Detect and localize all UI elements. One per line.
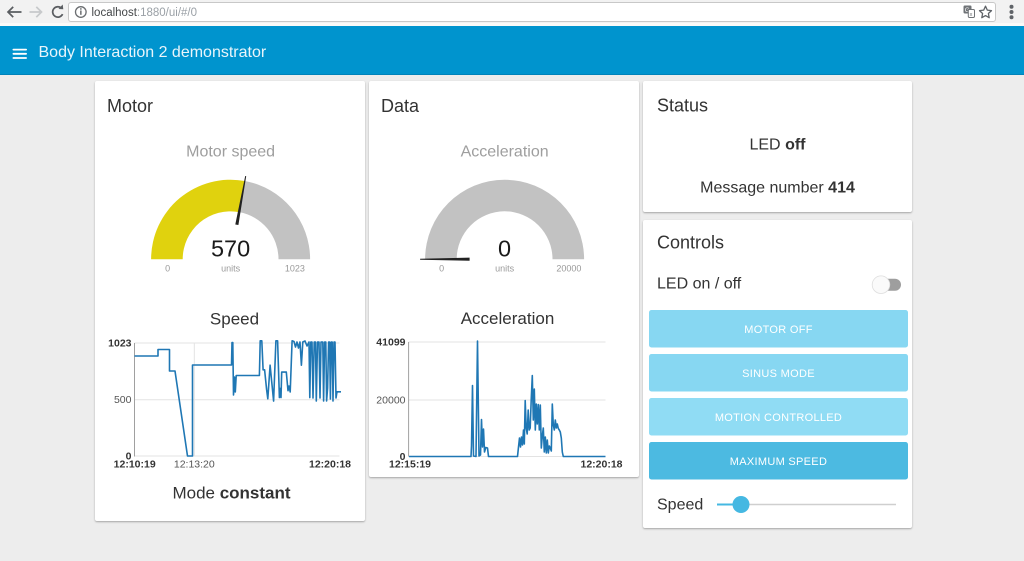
svg-text:0: 0 <box>400 451 406 463</box>
svg-text:0: 0 <box>126 451 132 463</box>
svg-text:0: 0 <box>165 264 170 274</box>
svg-text:SINUS MODE: SINUS MODE <box>742 368 815 380</box>
svg-text:0: 0 <box>439 264 444 274</box>
svg-text:MOTION CONTROLLED: MOTION CONTROLLED <box>715 412 842 424</box>
svg-text:Data: Data <box>381 96 420 116</box>
svg-text:G: G <box>965 7 970 14</box>
svg-text:12:15:19: 12:15:19 <box>389 459 431 471</box>
svg-text:1023: 1023 <box>285 264 305 274</box>
svg-text:LED off: LED off <box>749 137 806 154</box>
svg-text:41099: 41099 <box>376 337 405 349</box>
svg-text:Body Interaction 2 demonstrato: Body Interaction 2 demonstrator <box>39 44 267 61</box>
svg-text:20000: 20000 <box>376 395 405 407</box>
svg-text:Motor: Motor <box>107 96 153 116</box>
svg-text:Status: Status <box>657 96 708 116</box>
svg-text:Speed: Speed <box>210 310 259 329</box>
svg-text:Message number 414: Message number 414 <box>700 180 855 197</box>
svg-text:Speed: Speed <box>657 497 703 514</box>
svg-text:Acceleration: Acceleration <box>461 144 549 161</box>
svg-text:12:20:18: 12:20:18 <box>580 459 622 471</box>
svg-text:1023: 1023 <box>108 338 132 350</box>
svg-text:localhost:1880/ui/#/0: localhost:1880/ui/#/0 <box>92 7 198 19</box>
svg-text:Controls: Controls <box>657 233 724 253</box>
svg-text:units: units <box>221 264 241 274</box>
svg-text:20000: 20000 <box>556 264 581 274</box>
svg-text:Motor speed: Motor speed <box>186 144 275 161</box>
svg-text:12:13:20: 12:13:20 <box>174 459 215 471</box>
svg-text:Acceleration: Acceleration <box>461 309 555 328</box>
svg-text:MOTOR OFF: MOTOR OFF <box>744 324 813 336</box>
svg-text:12:20:18: 12:20:18 <box>309 459 351 471</box>
svg-text:570: 570 <box>211 236 250 262</box>
svg-text:units: units <box>495 264 515 274</box>
svg-text:LED on / off: LED on / off <box>657 276 742 293</box>
svg-text:Mode constant: Mode constant <box>172 484 290 503</box>
svg-text:x: x <box>970 12 973 18</box>
svg-text:0: 0 <box>498 236 511 262</box>
svg-text:12:10:19: 12:10:19 <box>114 459 156 471</box>
svg-text:500: 500 <box>114 394 132 406</box>
svg-text:MAXIMUM SPEED: MAXIMUM SPEED <box>730 456 827 468</box>
